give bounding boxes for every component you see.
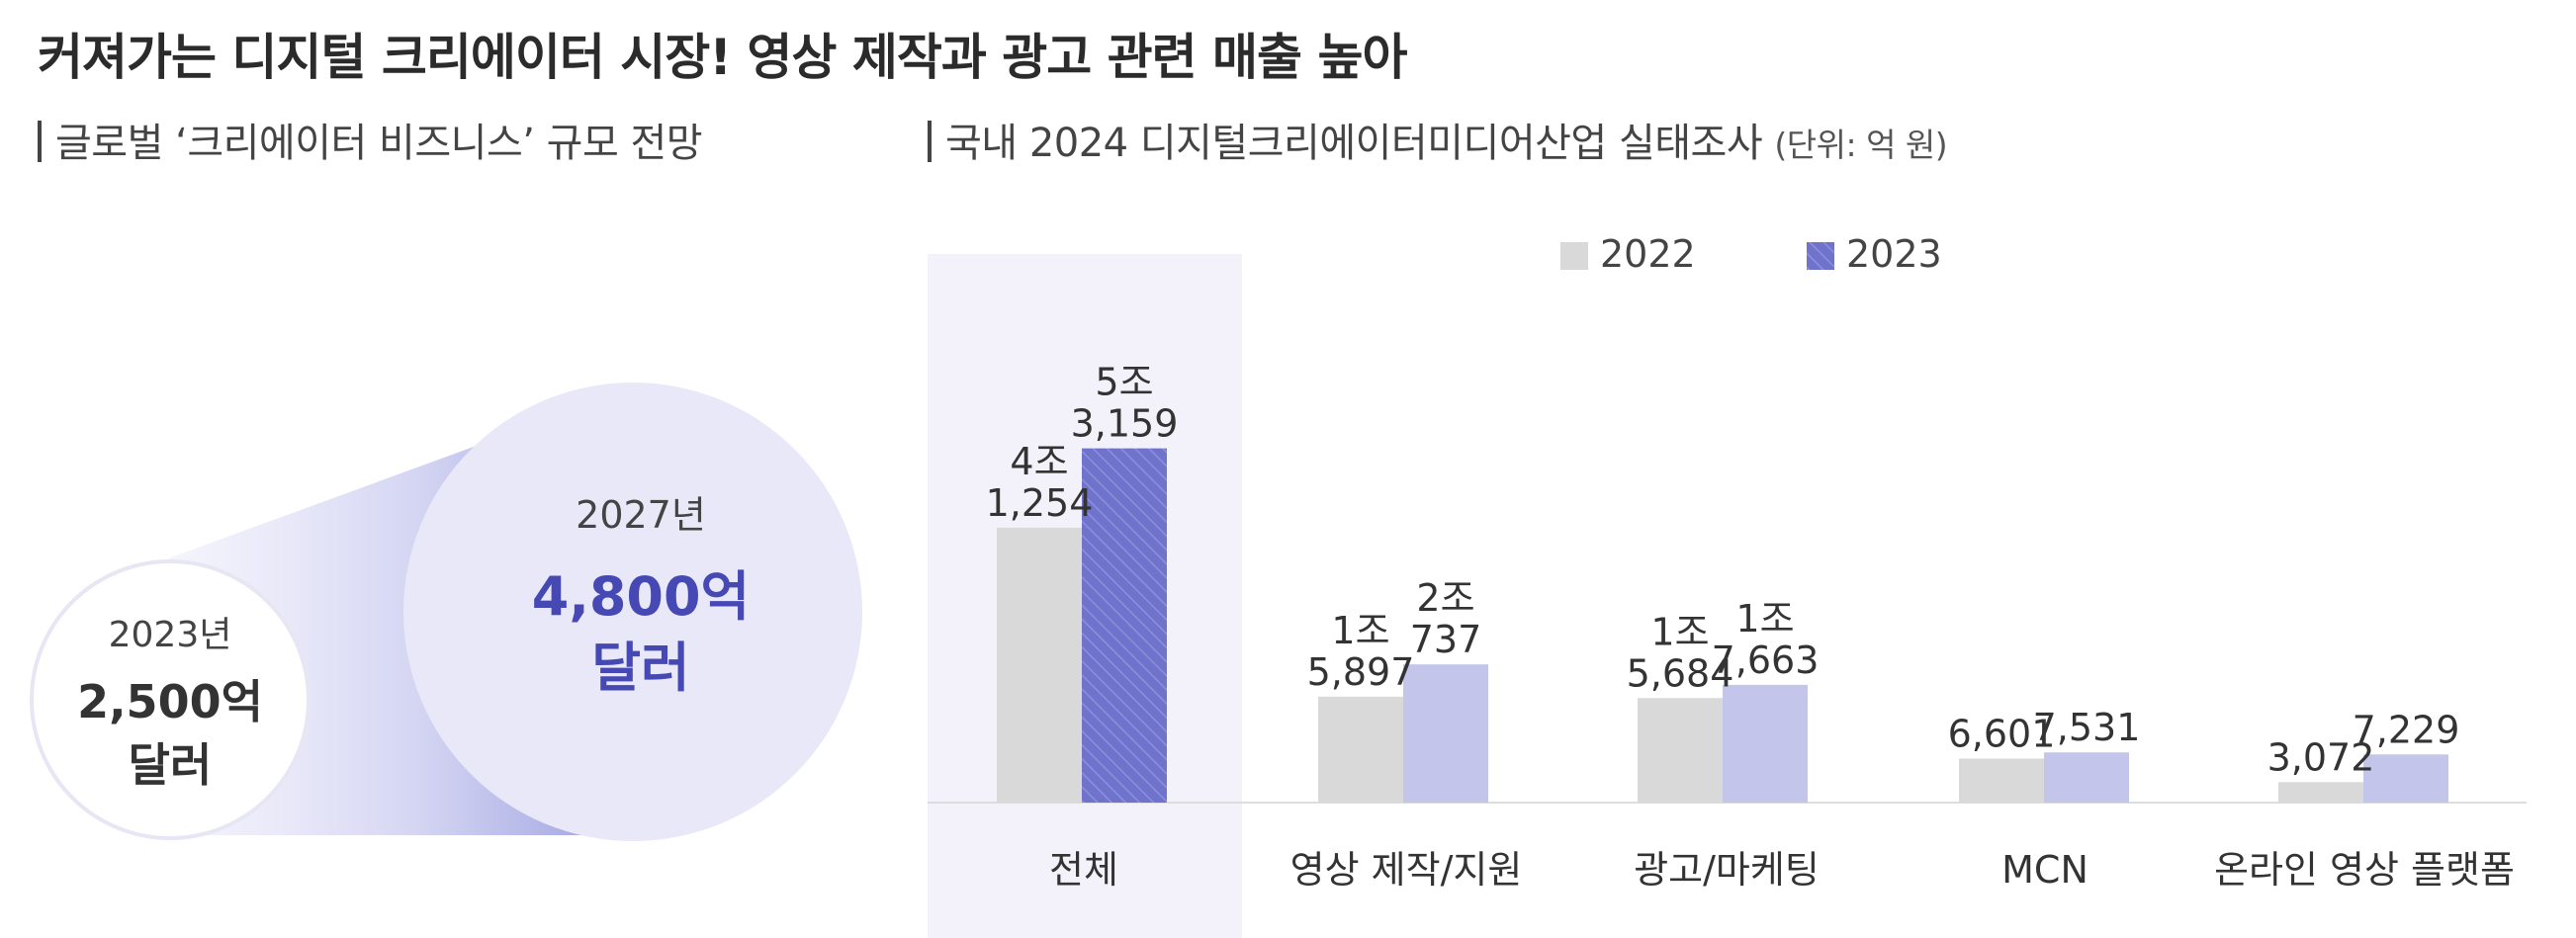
data-label-2023-1: 737	[1410, 618, 1482, 661]
circle-2027-value: 4,800억	[532, 565, 751, 628]
data-label-2022-3: 6,601	[1948, 712, 2056, 755]
bar-2022-3	[1959, 758, 2044, 803]
legend-swatch-2023	[1807, 242, 1834, 270]
creator-business-circles: 2023년 2,500억 달러 2027년 4,800억 달러	[30, 383, 862, 841]
data-label-2023-2: 1조	[1735, 597, 1794, 640]
category-label-2: 광고/마케팅	[1634, 848, 1820, 892]
bar-2023-1	[1403, 664, 1488, 803]
category-label-4: 온라인 영상 플랫폼	[2214, 848, 2515, 892]
right-subtitle: 국내 2024 디지털크리에이터미디어산업 실태조사 (단위: 억 원)	[928, 111, 1948, 168]
data-label-2023-3: 7,531	[2033, 706, 2141, 749]
bar-2023-2	[1723, 684, 1808, 803]
data-label-2023-4: 7,229	[2353, 708, 2460, 751]
bar-2022-1	[1318, 696, 1403, 803]
bar-2023-3	[2044, 752, 2129, 803]
page-title: 커져가는 디지털 크리에이터 시장! 영상 제작과 광고 관련 매출 높아	[38, 29, 1407, 86]
category-label-1: 영상 제작/지원	[1290, 848, 1523, 892]
data-label-2022-1: 5,897	[1307, 650, 1415, 694]
legend-swatch-2022	[1560, 242, 1588, 270]
bar-2022-2	[1638, 698, 1723, 803]
category-label-3: MCN	[2001, 848, 2088, 892]
circle-2027-unit: 달러	[591, 637, 689, 699]
bar-2023-0	[1082, 448, 1167, 803]
data-label-2022-4: 3,072	[2267, 735, 2375, 779]
circle-2023-unit: 달러	[129, 738, 213, 792]
data-label-2022-0: 1,254	[986, 481, 1094, 525]
left-subtitle-text: 글로벌 ‘크리에이터 비즈니스’ 규모 전망	[55, 121, 703, 166]
data-label-2022-1: 1조	[1331, 609, 1389, 652]
category-label-0: 전체	[1049, 848, 1118, 892]
circle-2023	[30, 559, 311, 840]
data-label-2023-1: 2조	[1416, 576, 1474, 620]
right-subtitle-text: 국내 2024 디지털크리에이터미디어산업 실태조사	[945, 121, 1763, 166]
circle-2027	[403, 383, 862, 841]
left-subtitle: 글로벌 ‘크리에이터 비즈니스’ 규모 전망	[38, 111, 703, 168]
data-label-2022-2: 5,684	[1627, 651, 1734, 695]
circle-2027-year: 2027년	[576, 493, 706, 537]
unit-note: (단위: 억 원)	[1774, 126, 1948, 164]
data-label-2022-2: 1조	[1650, 610, 1709, 653]
legend-label-2022: 2022	[1600, 232, 1696, 276]
circle-2023-value: 2,500억	[77, 675, 263, 728]
bar-2022-4	[2278, 782, 2363, 803]
subtitle-divider	[38, 121, 42, 162]
data-label-2023-0: 5조	[1095, 361, 1153, 404]
circle-2023-year: 2023년	[109, 615, 232, 655]
bar-2022-0	[997, 527, 1082, 803]
data-label-2023-2: 7,663	[1712, 639, 1820, 682]
data-label-2022-0: 4조	[1010, 440, 1068, 483]
subtitle-divider	[928, 121, 932, 162]
legend-label-2023: 2023	[1846, 232, 1942, 276]
data-label-2023-0: 3,159	[1071, 402, 1179, 446]
bar-2023-4	[2363, 754, 2448, 803]
